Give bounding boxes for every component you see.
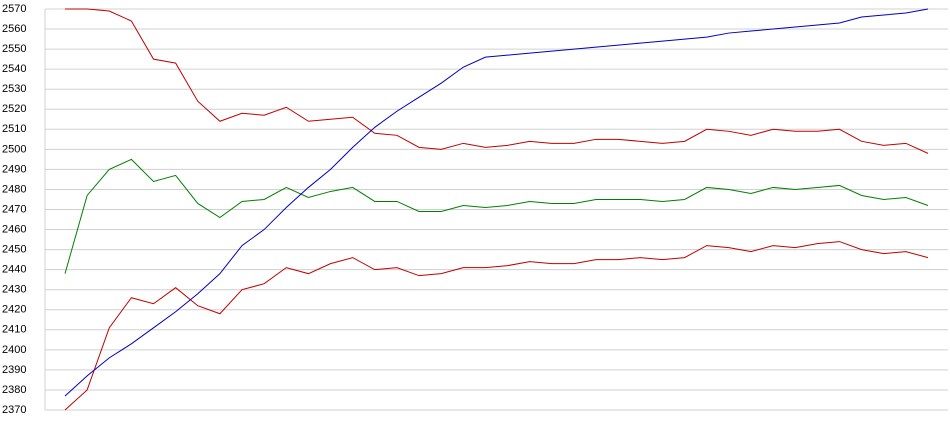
y-tick-label: 2480 [2,183,26,195]
y-tick-label: 2450 [2,244,26,256]
y-tick-label: 2390 [2,364,26,376]
y-tick-label: 2540 [2,63,26,75]
y-tick-label: 2400 [2,344,26,356]
y-tick-label: 2530 [2,83,26,95]
y-tick-label: 2570 [2,3,26,15]
y-tick-label: 2520 [2,103,26,115]
y-tick-label: 2460 [2,223,26,235]
y-tick-label: 2510 [2,123,26,135]
y-tick-label: 2430 [2,284,26,296]
series-line [64,8,929,397]
series-line [64,241,929,411]
y-tick-label: 2380 [2,384,26,396]
y-tick-label: 2490 [2,163,26,175]
y-tick-label: 2560 [2,23,26,35]
y-tick-label: 2550 [2,43,26,55]
y-tick-label: 2470 [2,203,26,215]
y-tick-label: 2420 [2,304,26,316]
y-tick-label: 2500 [2,143,26,155]
y-tick-label: 2370 [2,404,26,416]
y-tick-label: 2410 [2,324,26,336]
y-tick-label: 2440 [2,264,26,276]
series-line [65,8,929,154]
series-line [64,158,929,274]
